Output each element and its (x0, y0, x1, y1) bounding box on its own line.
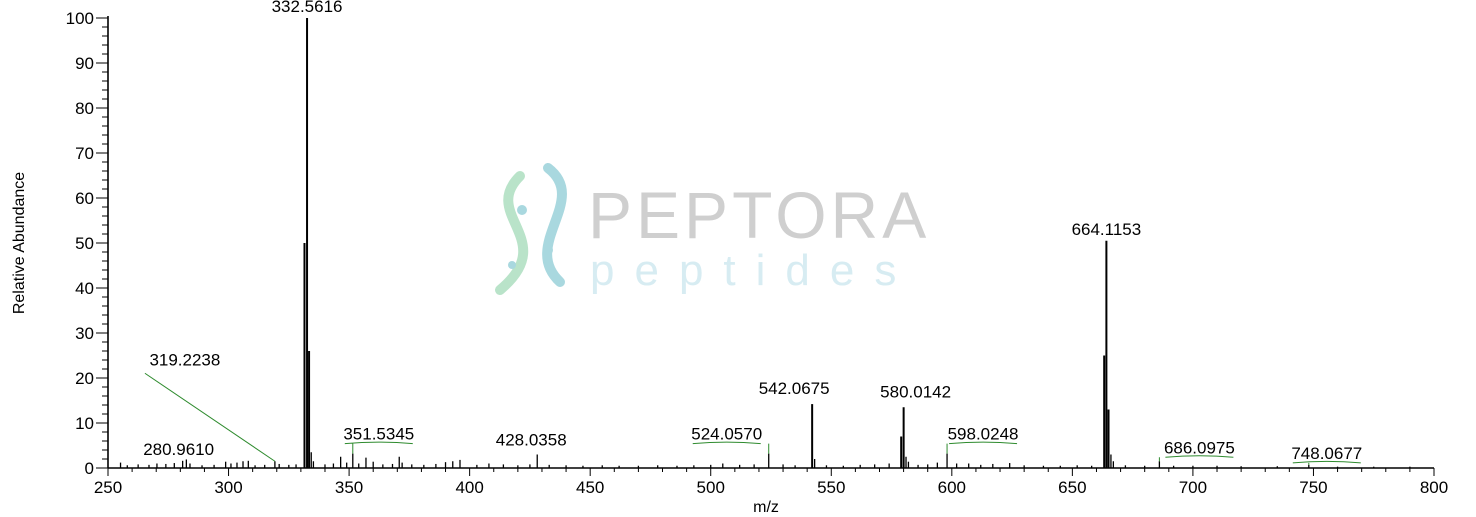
peak-label: 598.0248 (948, 425, 1019, 444)
label-leader-line (1292, 460, 1361, 465)
x-tick-label: 700 (1179, 478, 1207, 497)
y-tick-label: 50 (75, 234, 94, 253)
y-tick-label: 20 (75, 369, 94, 388)
label-leader-line (692, 441, 770, 454)
label-leaders (144, 372, 1361, 465)
y-tick-label: 80 (75, 99, 94, 118)
peak-label: 542.0675 (759, 379, 830, 398)
peak-label: 351.5345 (343, 425, 414, 444)
y-tick-label: 10 (75, 414, 94, 433)
peaks (119, 18, 1411, 468)
peak-label: 664.1153 (1072, 220, 1142, 239)
x-axis-ticks: 250 300 350 400 450 500 550 600 650 700 750 800 (94, 468, 1448, 497)
x-tick-label: 650 (1058, 478, 1086, 497)
x-tick-label: 600 (938, 478, 966, 497)
y-axis-title: Relative Abundance (11, 172, 28, 314)
x-tick-label: 750 (1299, 478, 1327, 497)
watermark: PEPTORA peptides (495, 163, 930, 295)
x-tick-label: 300 (214, 478, 242, 497)
peak-labels: 332.5616 664.1153 319.2238 542.0675 580.0142… (143, 0, 1362, 463)
axes: 0 10 20 30 40 50 60 70 80 90 100 250 300 350 400 450 50… (11, 9, 1448, 516)
peak-label: 748.0677 (1291, 444, 1362, 463)
x-tick-label: 800 (1420, 478, 1448, 497)
y-tick-label: 70 (75, 144, 94, 163)
peak-label: 524.0570 (691, 425, 762, 444)
peak-label: 280.9610 (143, 440, 214, 459)
x-tick-label: 550 (817, 478, 845, 497)
y-tick-label: 100 (66, 9, 94, 28)
y-tick-label: 40 (75, 279, 94, 298)
y-tick-label: 90 (75, 54, 94, 73)
label-leader-line (946, 441, 1018, 454)
peak-label: 686.0975 (1164, 438, 1235, 457)
x-tick-label: 250 (94, 478, 122, 497)
y-tick-label: 60 (75, 189, 94, 208)
x-tick-label: 450 (576, 478, 604, 497)
y-axis-ticks: 0 10 20 30 40 50 60 70 80 90 100 (66, 9, 108, 478)
x-axis-title: m/z (753, 499, 779, 516)
peak-label: 428.0358 (496, 431, 567, 450)
x-tick-label: 500 (697, 478, 725, 497)
x-tick-label: 400 (455, 478, 483, 497)
label-leader-line (144, 372, 276, 462)
peak-label: 580.0142 (880, 382, 951, 401)
peak-label: 319.2238 (149, 350, 220, 369)
y-tick-label: 30 (75, 324, 94, 343)
label-leader-line (344, 441, 413, 454)
x-tick-label: 350 (335, 478, 363, 497)
watermark-brand: PEPTORA (588, 178, 930, 252)
watermark-tagline: peptides (590, 246, 916, 295)
peptora-helix-icon (495, 163, 567, 295)
plot-area: 332.5616 664.1153 319.2238 542.0675 580.0142… (119, 0, 1411, 468)
label-leader-line (1158, 455, 1234, 462)
y-tick-label: 0 (85, 459, 94, 478)
peak-label: 332.5616 (272, 0, 343, 16)
